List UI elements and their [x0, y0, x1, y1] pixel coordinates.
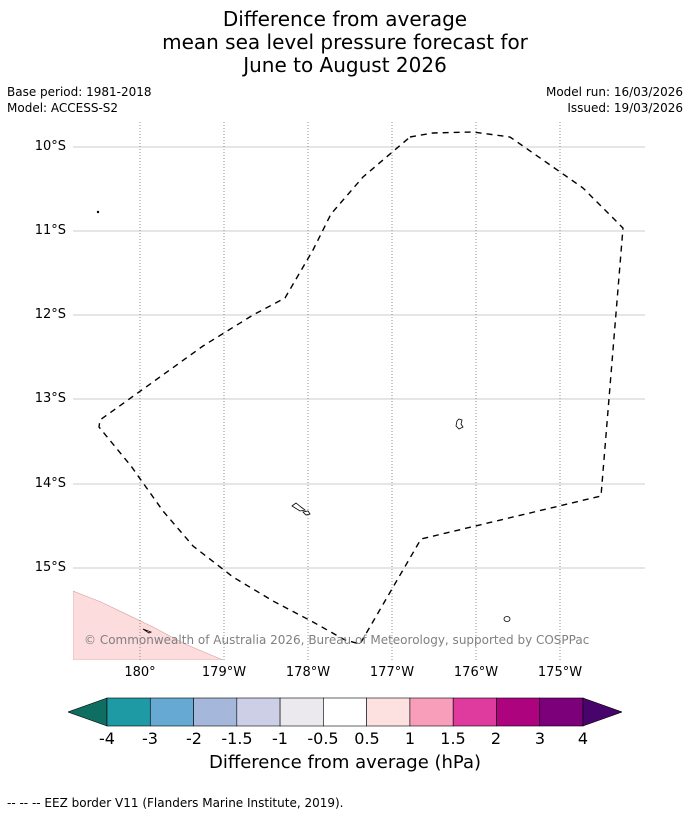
lat-label-15s: 15°S: [34, 560, 66, 575]
meta-right: Model run: 16/03/2026 Issued: 19/03/2026: [546, 84, 683, 116]
colorbar-segment: [106, 697, 151, 727]
copyright-notice: © Commonwealth of Australia 2026, Bureau…: [84, 633, 590, 647]
lat-label-11s: 11°S: [34, 223, 66, 238]
lon-label-175w: 175°W: [537, 665, 583, 680]
lon-label-179w: 179°W: [201, 665, 247, 680]
lat-label-12s: 12°S: [34, 307, 66, 322]
lon-label-180: 180°: [124, 665, 156, 680]
colorbar-segment: [409, 697, 454, 727]
shaded-anomaly-region: [73, 590, 224, 660]
colorbar-arrow-low: [67, 697, 108, 727]
cbar-tick: 0.5: [354, 729, 380, 748]
map-panel: [73, 122, 645, 660]
colorbar-segments: [67, 697, 623, 727]
title-line-3: June to August 2026: [243, 53, 447, 77]
base-period: Base period: 1981-2018: [7, 85, 152, 99]
colorbar-segment: [149, 697, 194, 727]
eez-boundary: [98, 131, 624, 645]
colorbar-segment: [539, 697, 584, 727]
title-line-1: Difference from average: [222, 7, 468, 31]
colorbar-segment: [236, 697, 281, 727]
latitude-gridlines: [73, 146, 645, 569]
colorbar-segment: [496, 697, 541, 727]
issued-date: Issued: 19/03/2026: [567, 101, 683, 115]
cbar-tick: 4: [577, 729, 589, 748]
cbar-tick: -2: [186, 729, 202, 748]
cbar-tick: -1: [272, 729, 288, 748]
lon-label-178w: 178°W: [285, 665, 331, 680]
colorbar-segment: [452, 697, 497, 727]
cbar-tick: -4: [99, 729, 115, 748]
lon-label-176w: 176°W: [453, 665, 499, 680]
model-name: Model: ACCESS-S2: [7, 101, 119, 115]
lon-label-177w: 177°W: [369, 665, 415, 680]
lat-label-14s: 14°S: [34, 476, 66, 491]
cbar-tick: 2: [490, 729, 502, 748]
cbar-tick: -0.5: [307, 729, 339, 748]
colorbar-segment: [323, 697, 367, 727]
lat-label-10s: 10°S: [34, 139, 66, 154]
title-line-2: mean sea level pressure forecast for: [162, 30, 528, 54]
colorbar-title: Difference from average (hPa): [208, 752, 482, 773]
eez-footnote: -- -- -- EEZ border V11 (Flanders Marine…: [7, 796, 344, 810]
colorbar-arrow-high: [582, 697, 623, 727]
longitude-gridlines: [139, 122, 561, 660]
colorbar-segment: [279, 697, 324, 727]
map-svg: [73, 122, 645, 660]
colorbar-svg: [67, 697, 623, 727]
model-run: Model run: 16/03/2026: [545, 85, 683, 99]
lat-label-13s: 13°S: [34, 391, 66, 406]
chart-title: Difference from average mean sea level p…: [0, 8, 690, 77]
cbar-tick: 3: [534, 729, 546, 748]
colorbar: [67, 697, 623, 727]
colorbar-segment: [193, 697, 238, 727]
cbar-tick: -3: [142, 729, 158, 748]
meta-left: Base period: 1981-2018 Model: ACCESS-S2: [7, 84, 152, 116]
island-outlines: [96, 210, 511, 634]
cbar-tick: 1: [404, 729, 416, 748]
cbar-tick: -1.5: [221, 729, 253, 748]
colorbar-segment: [366, 697, 411, 727]
cbar-tick: 1.5: [440, 729, 466, 748]
